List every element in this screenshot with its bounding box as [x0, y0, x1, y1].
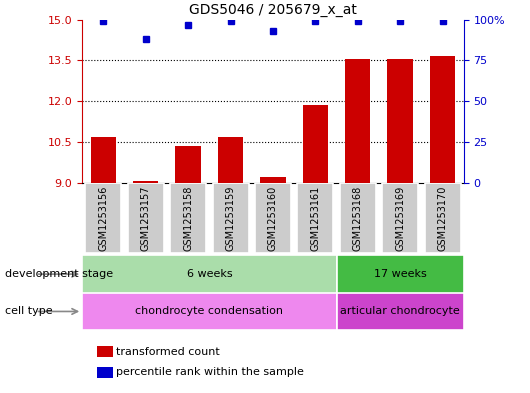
Bar	[98, 346, 113, 357]
Bar	[337, 293, 464, 330]
Bar	[430, 56, 455, 183]
Text: GSM1253170: GSM1253170	[438, 185, 447, 251]
Text: GSM1253161: GSM1253161	[311, 185, 320, 251]
Text: GSM1253160: GSM1253160	[268, 185, 278, 251]
Bar	[170, 183, 206, 253]
Bar	[128, 183, 164, 253]
Text: 6 weeks: 6 weeks	[187, 269, 232, 279]
Text: articular chondrocyte: articular chondrocyte	[340, 307, 460, 316]
Text: chondrocyte condensation: chondrocyte condensation	[135, 307, 284, 316]
Bar	[98, 367, 113, 378]
Text: GSM1253156: GSM1253156	[99, 185, 108, 251]
Text: development stage: development stage	[5, 269, 113, 279]
Bar	[303, 105, 328, 183]
Text: cell type: cell type	[5, 307, 53, 316]
Bar	[387, 59, 413, 183]
Bar	[218, 136, 243, 183]
Text: 17 weeks: 17 weeks	[374, 269, 427, 279]
Bar	[425, 183, 461, 253]
Bar	[255, 183, 291, 253]
Bar	[340, 183, 376, 253]
Bar	[382, 183, 418, 253]
Bar	[82, 293, 337, 330]
Bar	[297, 183, 333, 253]
Text: GSM1253158: GSM1253158	[183, 185, 193, 251]
Text: GSM1253169: GSM1253169	[395, 185, 405, 251]
Text: GSM1253159: GSM1253159	[226, 185, 235, 251]
Bar	[337, 255, 464, 293]
Bar	[345, 59, 370, 183]
Bar	[213, 183, 249, 253]
Bar	[85, 183, 121, 253]
Bar	[91, 136, 116, 183]
Text: GSM1253168: GSM1253168	[353, 185, 363, 251]
Text: percentile rank within the sample: percentile rank within the sample	[116, 367, 304, 377]
Bar	[133, 182, 158, 183]
Bar	[260, 177, 286, 183]
Bar	[175, 146, 201, 183]
Title: GDS5046 / 205679_x_at: GDS5046 / 205679_x_at	[189, 3, 357, 17]
Bar	[82, 255, 337, 293]
Text: transformed count: transformed count	[116, 347, 220, 357]
Text: GSM1253157: GSM1253157	[141, 185, 151, 251]
